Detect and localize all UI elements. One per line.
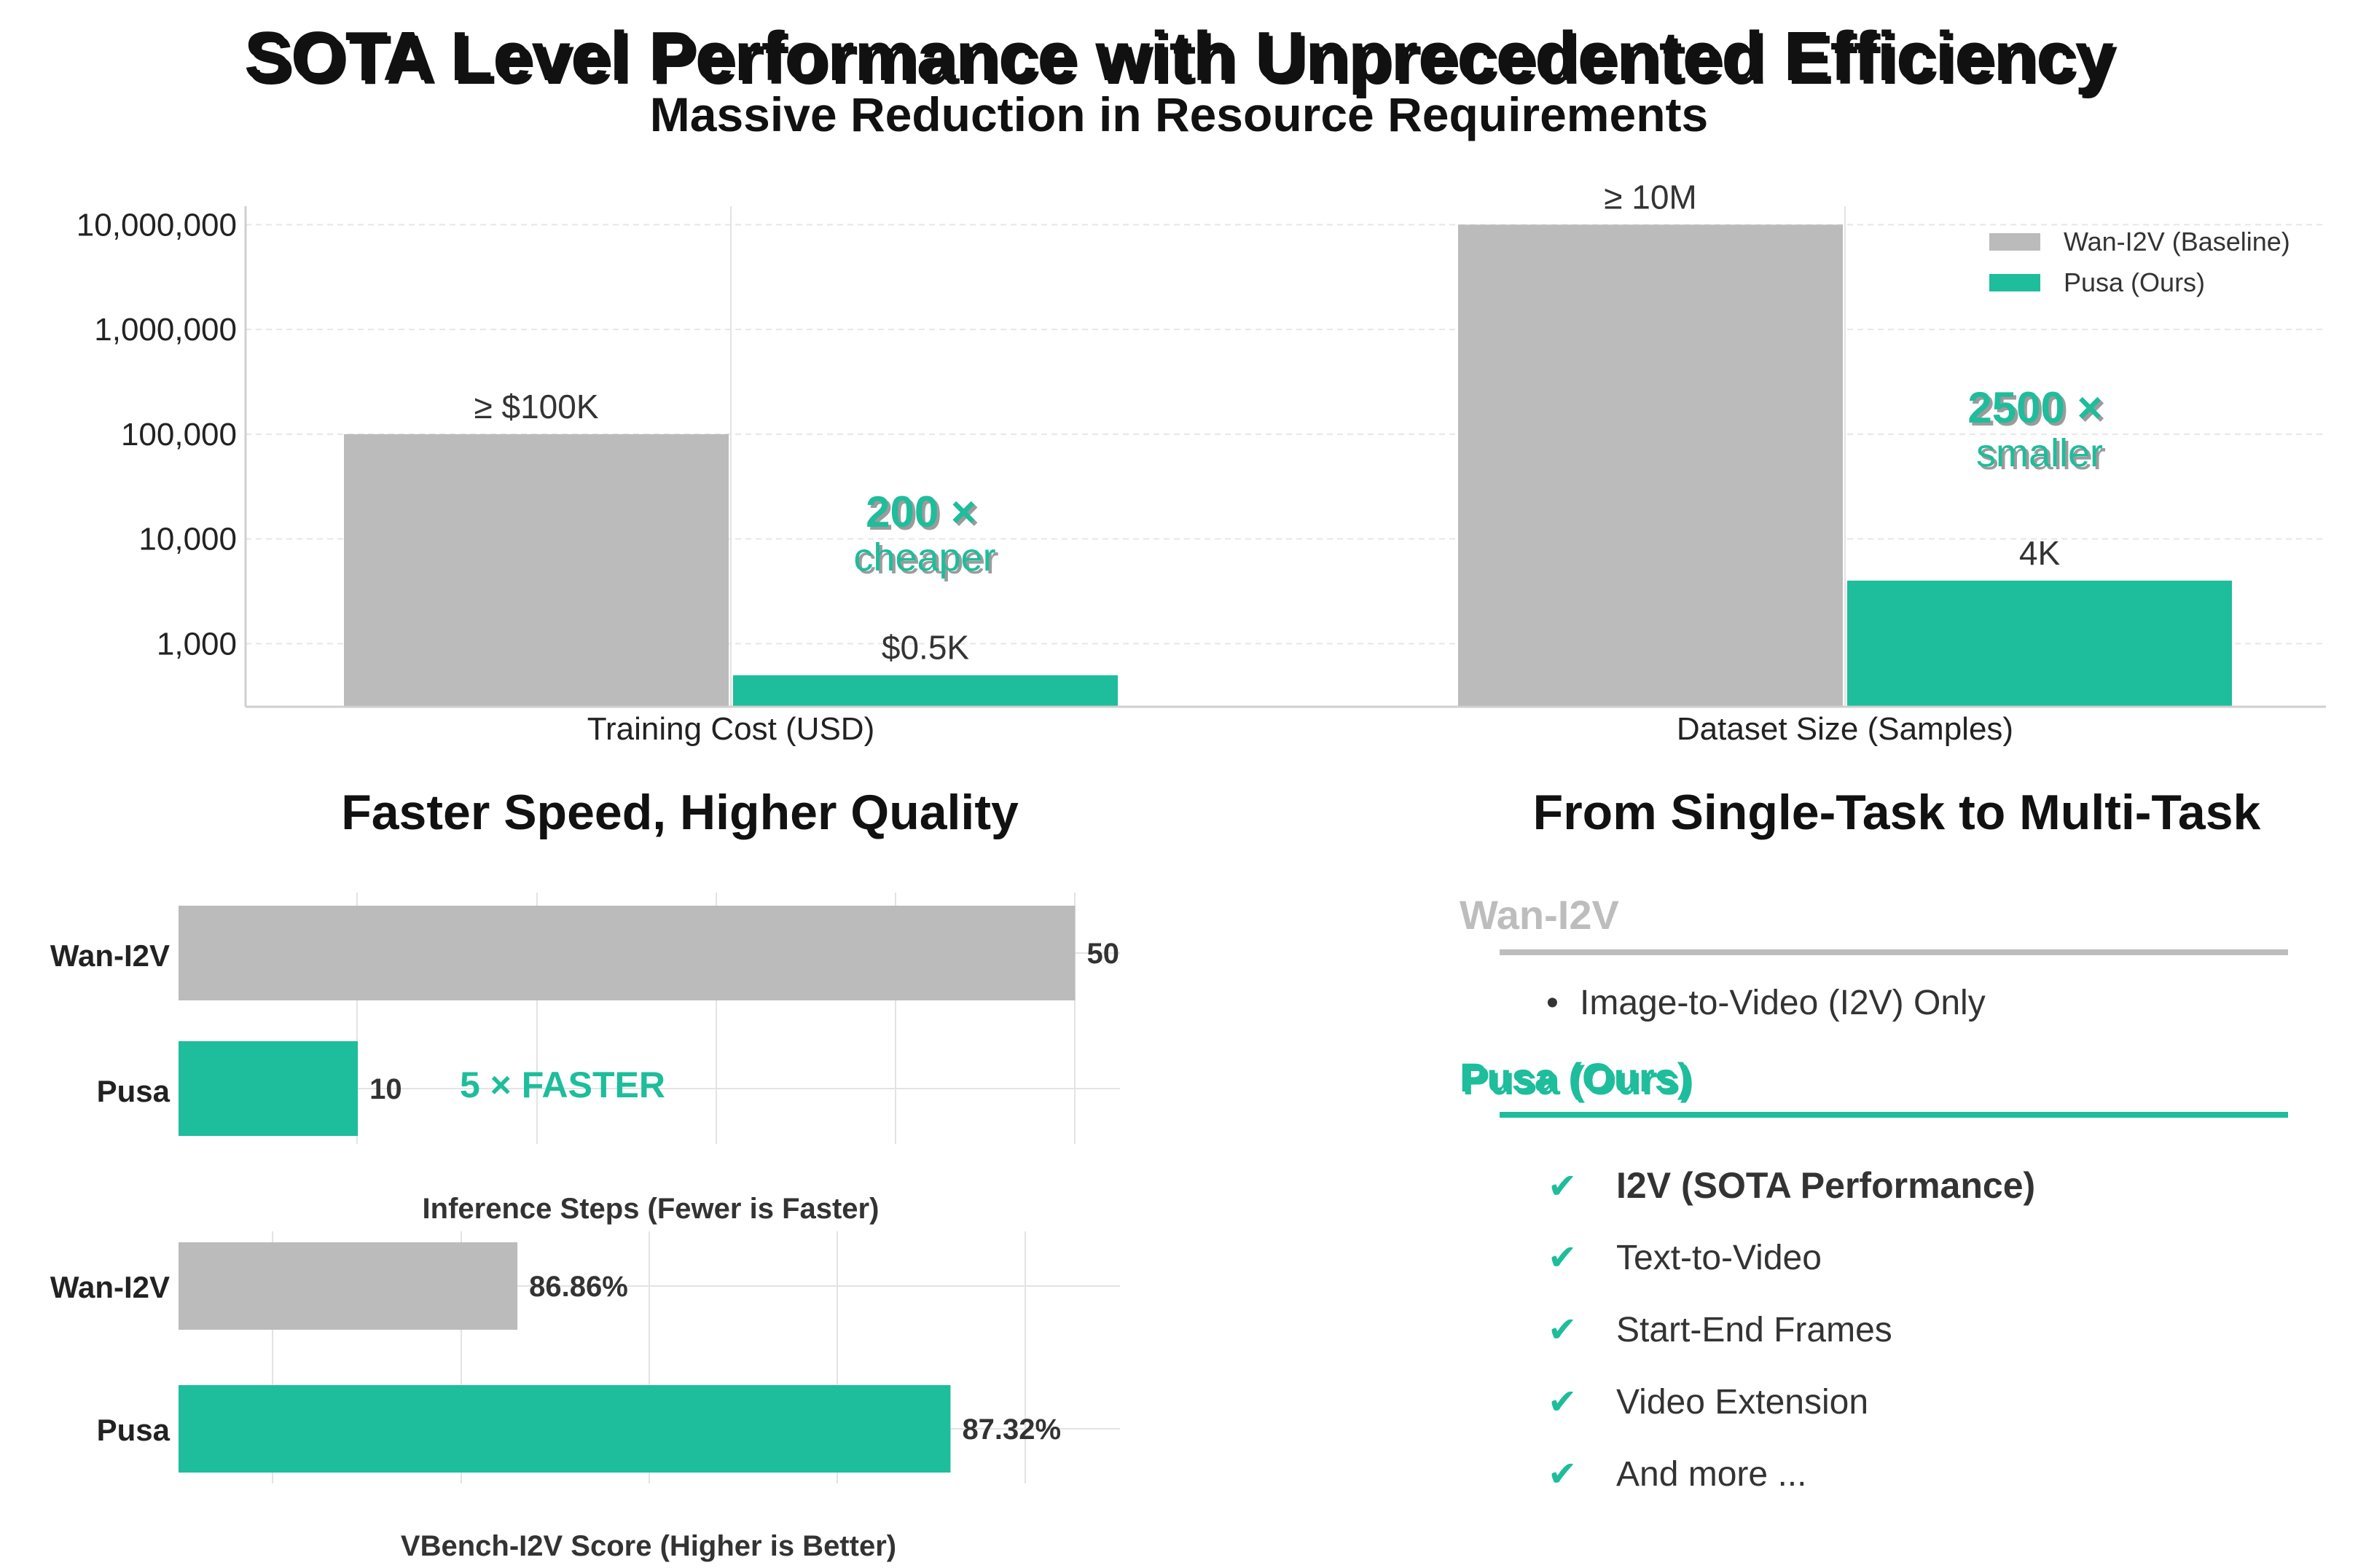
vbench-score-chart: 86.86% 87.32% Wan-I2V Pusa VBench-I2V Sco… — [50, 1231, 1120, 1562]
resource-ytick-label: 10,000 — [138, 522, 237, 557]
ours-item-more: And more ... — [1616, 1455, 1806, 1494]
annotation-smaller: smaller — [1976, 431, 2103, 475]
multi-task-panel: From Single-Task to Multi-Task Wan-I2V •… — [1460, 785, 2288, 1494]
annotation-smaller-shadow: smaller — [1979, 434, 2106, 478]
legend-swatch-baseline — [1989, 233, 2040, 251]
annotation-200x: 200 × — [866, 487, 976, 536]
bar-ours-1 — [1847, 580, 2232, 707]
check-icon: ✔ — [1548, 1167, 1577, 1206]
category-label-dataset-size: Dataset Size (Samples) — [1677, 711, 2013, 747]
vbench-bars: 86.86% 87.32% — [179, 1242, 1061, 1473]
annotation-cheaper-shadow: cheaper — [856, 538, 998, 582]
hbar-value-label: 10 — [369, 1073, 402, 1105]
bar-baseline-1 — [1458, 224, 1843, 707]
annotation-200x-shadow: 200 × — [869, 490, 979, 539]
steps-ylabel-wan: Wan-I2V — [50, 938, 170, 973]
check-icon: ✔ — [1548, 1455, 1577, 1494]
annotation-cheaper: cheaper — [853, 536, 995, 579]
page-title: SOTA Level Performance with Unprecedente… — [244, 17, 2114, 95]
inference-steps-chart: 50 10 Wan-I2V Pusa Inference Steps (Fewer… — [50, 893, 1120, 1225]
resource-ytick-label: 1,000 — [157, 626, 237, 662]
inference-steps-bars: 50 10 — [179, 906, 1119, 1136]
check-icon: ✔ — [1548, 1239, 1577, 1277]
ours-item-t2v: Text-to-Video — [1616, 1239, 1822, 1277]
resource-ytick-label: 1,000,000 — [94, 312, 237, 348]
resource-chart-value-labels: ≥ $100K ≥ 10M $0.5K 4K — [474, 178, 2060, 666]
resource-chart-yticks: 1,000 10,000 100,000 1,000,000 10,000,000 — [77, 207, 237, 662]
speed-quality-title: Faster Speed, Higher Quality — [341, 785, 1019, 840]
hbar-wan — [179, 906, 1076, 1000]
bar-ours-0 — [733, 675, 1118, 707]
page-subtitle: Massive Reduction in Resource Requiremen… — [650, 87, 1708, 141]
baseline-bullet: • — [1546, 984, 1559, 1022]
ours-item-start-end: Start-End Frames — [1616, 1311, 1892, 1349]
resource-chart: 1,000 10,000 100,000 1,000,000 10,000,000 ≥ … — [77, 178, 2326, 747]
vbench-ylabel-pusa: Pusa — [97, 1413, 171, 1447]
ours-item-i2v: I2V (SOTA Performance) — [1616, 1165, 2035, 1206]
bar-value-label: $0.5K — [882, 629, 970, 667]
check-icon: ✔ — [1548, 1311, 1577, 1349]
annotation-2500x: 2500 × — [1967, 383, 2102, 432]
ours-item-extension: Video Extension — [1616, 1383, 1868, 1422]
bar-value-label: ≥ 10M — [1604, 178, 1697, 216]
vbench-xlabel: VBench-I2V Score (Higher is Better) — [401, 1530, 896, 1562]
bar-baseline-0 — [344, 434, 729, 707]
annotation-2500x-shadow: 2500 × — [1970, 386, 2105, 435]
bar-value-label: 4K — [2019, 534, 2061, 572]
ours-model-name-shadow: Pusa (Ours) — [1462, 1057, 1693, 1103]
hbar-value-label: 50 — [1086, 938, 1119, 970]
hbar-value-label: 86.86% — [529, 1271, 628, 1303]
hbar-wan — [179, 1242, 518, 1330]
ours-model-name: Pusa (Ours) — [1460, 1054, 1691, 1100]
baseline-item: Image-to-Video (I2V) Only — [1580, 984, 1986, 1022]
legend-label-ours: Pusa (Ours) — [2064, 267, 2205, 297]
hbar-pusa — [179, 1385, 951, 1473]
steps-xlabel: Inference Steps (Fewer is Faster) — [423, 1193, 880, 1225]
hbar-value-label: 87.32% — [962, 1414, 1061, 1446]
category-label-training-cost: Training Cost (USD) — [587, 711, 874, 747]
resource-chart-bars — [344, 224, 2232, 707]
bar-value-label: ≥ $100K — [474, 388, 598, 426]
steps-ylabel-pusa: Pusa — [97, 1074, 171, 1108]
baseline-model-name: Wan-I2V — [1460, 892, 1619, 938]
resource-chart-gridlines — [246, 206, 2326, 707]
hbar-pusa — [179, 1041, 359, 1136]
check-icon: ✔ — [1548, 1383, 1577, 1422]
resource-chart-legend: Wan-I2V (Baseline) Pusa (Ours) — [1989, 227, 2290, 297]
multi-task-title: From Single-Task to Multi-Task — [1533, 785, 2261, 840]
resource-ytick-label: 100,000 — [121, 417, 237, 452]
legend-label-baseline: Wan-I2V (Baseline) — [2064, 227, 2290, 256]
page-title-shadow: SOTA Level Performance with Unprecedente… — [248, 21, 2118, 99]
vbench-ylabel-wan: Wan-I2V — [50, 1270, 170, 1304]
resource-ytick-label: 10,000,000 — [77, 207, 237, 243]
legend-swatch-ours — [1989, 274, 2040, 291]
annotation-5x-faster: 5 × FASTER — [460, 1065, 665, 1105]
